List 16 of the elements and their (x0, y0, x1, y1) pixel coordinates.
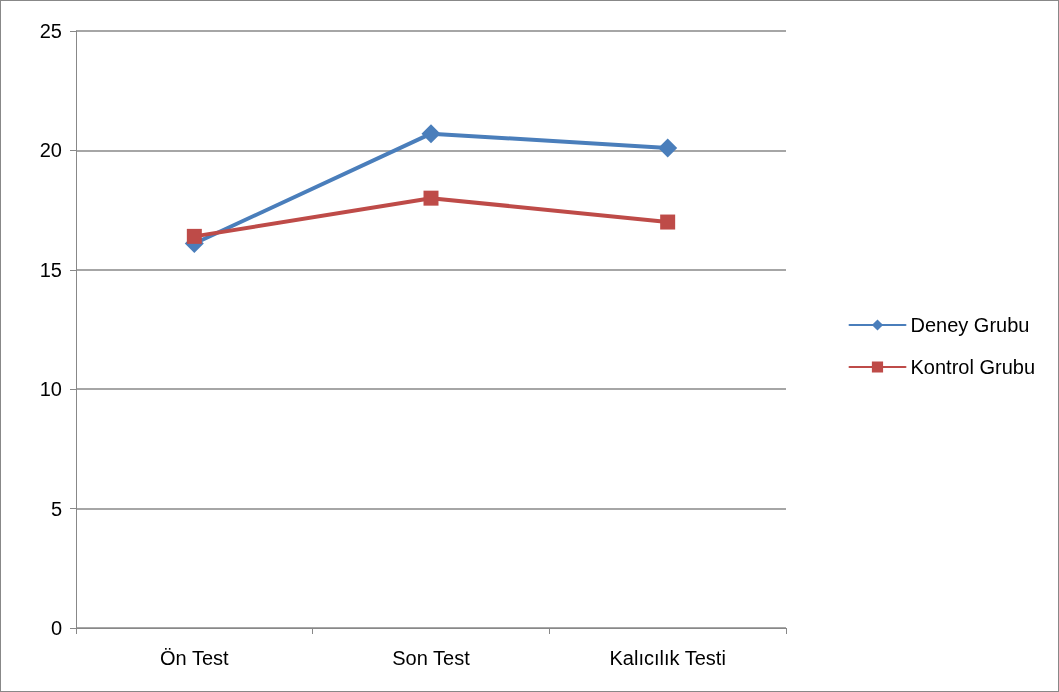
y-tick-label: 25 (39, 20, 62, 42)
x-tick-label: Ön Test (160, 647, 230, 669)
point (658, 138, 678, 158)
legend-label: Kontrol Grubu (910, 356, 1035, 378)
y-tick-label: 10 (39, 378, 62, 401)
y-tick-label: 5 (50, 497, 62, 520)
point (421, 124, 441, 144)
y-tick-label: 0 (50, 617, 62, 639)
y-tick-label: 15 (39, 258, 62, 281)
y-tick-label: 20 (39, 139, 62, 162)
x-tick-label: Kalıcılık Testi (609, 647, 726, 669)
point (423, 190, 439, 206)
point (660, 214, 676, 230)
x-tick-label: Son Test (392, 647, 471, 669)
point (186, 228, 202, 244)
legend-label: Deney Grubu (910, 314, 1030, 336)
